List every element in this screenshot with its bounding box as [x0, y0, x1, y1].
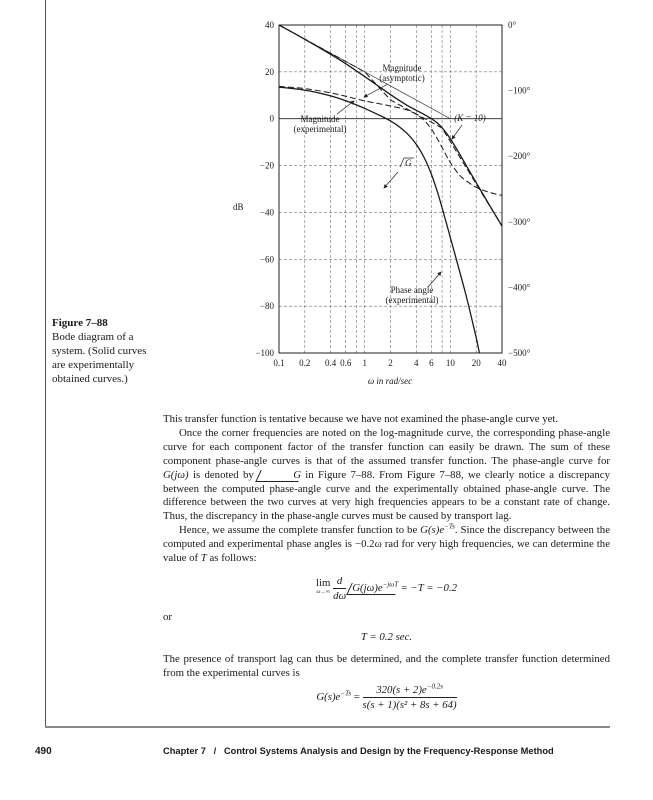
annotation-phase-experimental-sub: (experimental) — [386, 295, 439, 305]
numerator: d — [336, 574, 343, 587]
math-g-jw: G(jω) — [163, 468, 189, 481]
x-tick-label: 10 — [446, 358, 456, 368]
x-tick-label: 20 — [472, 358, 482, 368]
x-tick-label: 1 — [362, 358, 367, 368]
y2-tick-label: 0° — [508, 20, 517, 30]
y-tick-label: −80 — [260, 301, 275, 311]
math-exponent: −Ts — [444, 522, 455, 531]
annotation-angle-g: G — [405, 158, 412, 168]
y-tick-label: −20 — [260, 161, 275, 171]
y-tick-label: 40 — [265, 20, 275, 30]
body-text: This transfer function is tentative beca… — [163, 413, 610, 714]
page-number: 490 — [35, 746, 52, 757]
phase-experimental-curve — [279, 86, 481, 353]
arrow-magnitude-experimental — [336, 100, 355, 115]
phase-computed-curve — [279, 85, 502, 196]
running-footer: Chapter 7 / Control Systems Analysis and… — [163, 746, 554, 756]
figure-caption: Figure 7–88 Bode diagram of a system. (S… — [52, 316, 162, 386]
magnitude-experimental-curve — [279, 25, 502, 227]
y2-tick-label: −300° — [508, 217, 531, 227]
math-g: G — [293, 468, 302, 481]
angle-expression: G(jω)e−jωT — [346, 580, 401, 595]
x-tick-label: 0.1 — [273, 358, 284, 368]
magnitude-dashed-curve — [279, 25, 502, 227]
equals: = — [351, 690, 363, 703]
y2-tick-label: −100° — [508, 86, 531, 96]
text: is denoted by — [188, 468, 259, 481]
x-tick-label: 0.6 — [340, 358, 352, 368]
text: Once the corner frequencies are noted on… — [163, 426, 610, 467]
paragraph-3: Hence, we assume the complete transfer f… — [163, 522, 610, 566]
y2-tick-label: −400° — [508, 282, 531, 292]
math: G(jω)e — [352, 581, 383, 594]
y-tick-label: −60 — [260, 254, 275, 264]
margin-rule-vertical — [45, 0, 46, 727]
arrow-k — [451, 124, 463, 140]
x-axis-label: ω in rad/sec — [368, 376, 412, 386]
annotation-k: (K = 10) — [454, 113, 486, 123]
y-tick-label: −40 — [260, 207, 275, 217]
math-exponent: −0.2s — [426, 682, 443, 690]
x-tick-label: 4 — [414, 358, 419, 368]
annotation-magnitude-asymptotic-sub: (asymptotic) — [379, 73, 425, 83]
x-tick-label: 0.2 — [299, 358, 310, 368]
x-tick-label: 40 — [498, 358, 508, 368]
lim: lim — [315, 577, 331, 590]
equation-t: T = 0.2 sec. — [360, 630, 413, 643]
math-gs: G(s)e — [420, 524, 445, 537]
derivative: d dω — [333, 574, 347, 603]
arrow-angle-g — [383, 171, 399, 189]
plot-frame — [278, 24, 503, 354]
math-rhs: = −T = −0.2 — [397, 581, 457, 594]
fraction: 320(s + 2)e−0.2s s(s + 1)(s² + 8s + 64) — [362, 682, 457, 712]
math-exponent: −jωT — [382, 580, 398, 589]
math: 320(s + 2)e — [376, 683, 427, 696]
paragraph-2: Once the corner frequencies are noted on… — [163, 427, 610, 524]
bode-diagram: 40 20 0 −20 −40 −60 −80 −100 0° −100° −200° −300° −4… — [233, 20, 531, 386]
lim-sub: ω→∞ — [316, 589, 330, 596]
angle-symbol-icon — [399, 157, 414, 168]
x-tick-label: 6 — [429, 358, 434, 368]
math-exponent: −Ts — [340, 688, 352, 697]
text: . Since the discrepancy between the comp… — [163, 524, 610, 565]
x-tick-label: 2 — [388, 358, 393, 368]
denominator: s(s + 1)(s² + 8s + 64) — [362, 698, 457, 711]
angle-g: G — [255, 468, 304, 482]
annotation-magnitude-experimental: Magnitude — [301, 114, 340, 124]
text-or: or — [163, 610, 172, 623]
text: as follows: — [206, 552, 257, 565]
y-tick-label: −100 — [255, 348, 274, 358]
y-tick-label: 20 — [265, 67, 275, 77]
annotation-magnitude-asymptotic: Magnitude — [383, 63, 422, 73]
x-tick-label: 0.4 — [325, 358, 337, 368]
margin-rule-horizontal — [45, 726, 610, 728]
text: in Figure 7–88. From Figure 7–88, we cle… — [163, 468, 610, 523]
paragraph-1: This transfer function is tentative beca… — [163, 413, 559, 425]
annotation-magnitude-experimental-sub: (experimental) — [294, 124, 347, 134]
y2-tick-label: −500° — [508, 348, 531, 358]
y-tick-label: 0 — [270, 114, 275, 124]
equation-transfer-function: G(s)e−Ts = 320(s + 2)e−0.2s s(s + 1)(s² +… — [163, 683, 610, 712]
equation-limit: lim ω→∞ d dω G(jω)e−jωT = −T = −0.2 — [163, 574, 610, 603]
denominator: dω — [333, 587, 347, 602]
axis-ticks: 40 20 0 −20 −40 −60 −80 −100 0° −100° −200° −300° −4… — [255, 20, 530, 368]
figure-number: Figure 7–88 — [52, 317, 108, 329]
arrow-magnitude-asymptotic — [363, 83, 389, 98]
annotation-phase-experimental: Phase angle — [391, 285, 434, 295]
math-t: T — [200, 552, 207, 565]
y-axis-label: dB — [233, 202, 244, 212]
limit-operator: lim ω→∞ — [315, 577, 331, 597]
y2-tick-label: −200° — [508, 151, 531, 161]
figure-caption-text: Bode diagram of a system. (Solid curves … — [52, 331, 147, 385]
math-lhs: G(s)e — [316, 690, 341, 703]
curves — [279, 25, 502, 353]
arrow-phase-experimental — [427, 271, 442, 288]
text: Hence, we assume the complete transfer f… — [179, 524, 421, 537]
paragraph-4: The presence of transport lag can thus b… — [163, 652, 610, 679]
numerator: 320(s + 2)e−0.2s — [362, 682, 457, 698]
